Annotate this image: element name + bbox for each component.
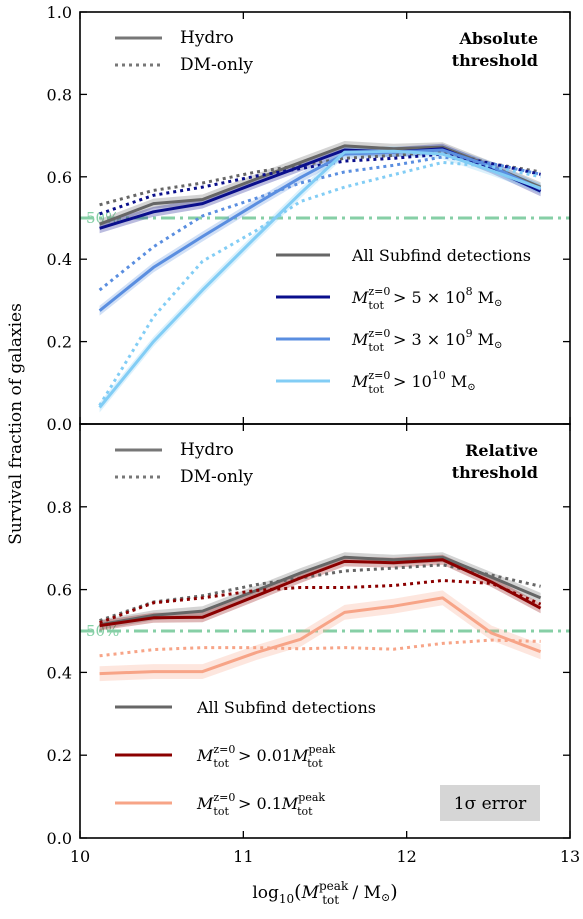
- top-ytick-label: 0.8: [47, 85, 72, 104]
- bottom-series-legend-label: All Subfind detections: [196, 698, 376, 717]
- top-series-legend-label: All Subfind detections: [351, 246, 531, 265]
- bottom-series-4-error-band: [99, 590, 541, 682]
- bottom-series-2-line: [99, 558, 542, 628]
- top-ytick-label: 0.0: [47, 415, 72, 434]
- bottom-fifty-percent-label: 50%: [86, 622, 119, 640]
- bottom-axes-frame: [79, 423, 571, 839]
- y-axis-label: Survival fraction of galaxies: [6, 303, 26, 545]
- top-style-legend-label: DM-only: [180, 55, 253, 75]
- top-fifty-percent-label: 50%: [86, 209, 119, 227]
- top-series-legend-label: Mz=0 tot > 1010 M⊙: [351, 369, 476, 396]
- top-series-legend-label: Mz=0 tot > 3 × 109 M⊙: [351, 327, 502, 354]
- top-series-6-line: [98, 149, 542, 409]
- bottom-xtick-label: 10: [70, 847, 90, 866]
- bottom-series-legend-label: Mz=0 tot > 0.1Mpeak tot: [196, 791, 325, 818]
- top-series-7-line: [98, 160, 541, 407]
- top-ytick-label: 1.0: [47, 3, 72, 22]
- bottom-series-0-line: [99, 555, 542, 627]
- top-ytick-label: 0.2: [47, 333, 72, 352]
- bottom-ytick-label: 0.6: [47, 581, 72, 600]
- bottom-series-5-line: [99, 638, 541, 658]
- top-panel-title-line: threshold: [452, 51, 538, 70]
- bottom-xtick-label: 11: [233, 847, 253, 866]
- bottom-xtick-label: 13: [560, 847, 580, 866]
- bottom-error-box: [440, 785, 540, 821]
- top-series-legend-label: Mz=0 tot > 5 × 108 M⊙: [351, 285, 502, 312]
- bottom-panel-title-line: Relative: [465, 441, 538, 460]
- bottom-ytick-label: 0.8: [47, 498, 72, 517]
- bottom-series-4-line: [99, 596, 542, 676]
- bottom-series-0-error-band: [99, 552, 541, 630]
- top-series-5-line: [98, 155, 541, 292]
- bottom-series-legend-label: Mz=0 tot > 0.01Mpeak tot: [196, 743, 336, 770]
- bottom-panel: 50% 0.0 0.2 0.4 0.6 0.8 10 11 12 13 Relative thresh…: [47, 423, 580, 866]
- top-series-4-line: [98, 148, 542, 312]
- top-panel: 50% 0.0 0.2 0.4 0.6 0.8 1.0 Absolute threshold Hy…: [47, 3, 571, 434]
- bottom-style-legend-label: DM-only: [180, 467, 253, 487]
- top-style-legend-label: Hydro: [180, 28, 234, 48]
- x-axis-label: log10(Mpeak tot / M⊙): [252, 879, 397, 907]
- bottom-ytick-label: 0.2: [47, 746, 72, 765]
- bottom-series-2-error-band: [99, 554, 541, 631]
- bottom-xtick-label: 12: [396, 847, 416, 866]
- bottom-panel-title-line: threshold: [452, 463, 538, 482]
- bottom-ytick-label: 0.4: [47, 663, 72, 682]
- top-ytick-label: 0.4: [47, 250, 72, 269]
- bottom-style-legend-label: Hydro: [180, 440, 234, 460]
- top-ytick-label: 0.6: [47, 168, 72, 187]
- top-panel-title-line: Absolute: [458, 29, 538, 48]
- bottom-series-3-line: [99, 579, 542, 625]
- bottom-ytick-label: 0.0: [47, 829, 72, 848]
- bottom-error-box-label: 1σ error: [454, 794, 527, 814]
- top-series-6-error-band: [99, 146, 541, 413]
